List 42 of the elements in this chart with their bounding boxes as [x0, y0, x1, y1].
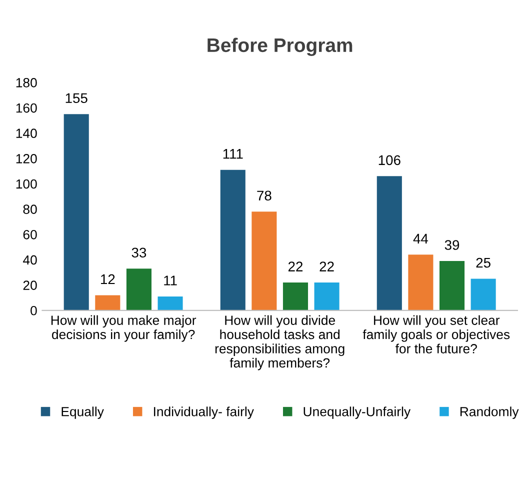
y-tick-label: 180	[16, 78, 37, 88]
data-label: 22	[320, 262, 334, 272]
y-tick-label: 60	[23, 230, 37, 240]
data-label: 12	[101, 274, 115, 284]
x-tick-label: How will you divide household tasks and responsibilities among family members?	[215, 315, 344, 370]
bar	[64, 114, 89, 310]
bar	[376, 176, 402, 310]
y-tick-label: 20	[23, 280, 37, 290]
data-label: 33	[132, 248, 146, 258]
legend-label: Equally	[62, 406, 104, 419]
data-label: 22	[288, 262, 303, 272]
y-tick-label: 0	[30, 306, 37, 316]
bar	[439, 261, 465, 310]
bar	[95, 295, 120, 310]
data-label: 111	[223, 149, 243, 159]
bar	[126, 268, 152, 310]
bar	[408, 254, 434, 310]
bar	[220, 170, 246, 310]
y-tick-label: 80	[23, 204, 37, 214]
y-tick-label: 140	[16, 128, 37, 138]
bar	[252, 212, 277, 310]
legend-label: Unequally-Unfairly	[304, 406, 411, 419]
x-tick-label: How will you set clear family goals or objectives for the future?	[362, 315, 510, 354]
bar	[470, 278, 496, 310]
x-tick-label: How will you make major decisions in your family?	[51, 315, 196, 342]
data-label: 25	[476, 258, 490, 268]
y-tick-label: 100	[16, 179, 37, 189]
bar	[282, 282, 308, 310]
legend-label: Randomly	[460, 406, 519, 419]
bar	[314, 282, 340, 310]
data-label: 78	[257, 190, 272, 201]
bar	[158, 296, 183, 310]
y-tick-label: 40	[23, 255, 37, 265]
data-label: 11	[164, 276, 177, 286]
data-label: 39	[444, 240, 460, 250]
legend-label: Individually- fairly	[154, 406, 254, 419]
y-tick-label: 120	[16, 154, 37, 164]
data-label: 44	[413, 234, 428, 244]
data-label: 155	[66, 93, 88, 104]
y-tick-label: 160	[16, 103, 37, 113]
data-label: 106	[378, 155, 400, 166]
chart-title: Before Program	[208, 38, 352, 56]
